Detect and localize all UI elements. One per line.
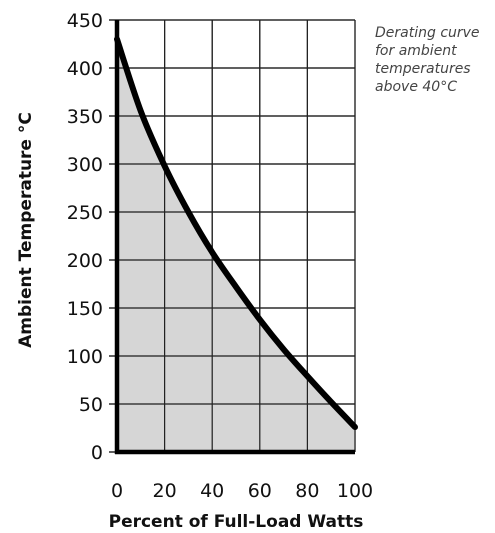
axes — [114, 20, 355, 455]
x-tick-label-0: 0 — [111, 480, 123, 502]
derating-area — [117, 39, 355, 452]
x-tick-label-80: 80 — [295, 480, 319, 502]
x-tick-label-40: 40 — [200, 480, 224, 502]
x-tick-labels: 0 20 40 60 80 100 — [111, 480, 373, 502]
annotation-line-1: Derating curve — [375, 25, 480, 41]
y-tick-label-250: 250 — [67, 202, 103, 224]
y-axis-label: Ambient Temperature °C — [16, 112, 36, 348]
y-tick-label-350: 350 — [67, 106, 103, 128]
x-tick-label-20: 20 — [153, 480, 177, 502]
x-tick-label-60: 60 — [248, 480, 272, 502]
annotation-line-2: for ambient — [375, 43, 457, 59]
derating-curve — [114, 36, 358, 431]
y-tick-label-200: 200 — [67, 250, 103, 272]
x-axis-label: Percent of Full-Load Watts — [109, 512, 364, 532]
y-tick-label-450: 450 — [67, 10, 103, 32]
annotation-line-3: temperatures — [375, 61, 471, 77]
y-tick-label-150: 150 — [67, 298, 103, 320]
y-tick-label-100: 100 — [67, 346, 103, 368]
annotation-line-4: above 40°C — [375, 79, 457, 95]
y-tick-label-400: 400 — [67, 58, 103, 80]
y-tick-label-300: 300 — [67, 154, 103, 176]
y-tick-label-50: 50 — [79, 394, 103, 416]
y-tick-label-0: 0 — [91, 442, 103, 464]
x-tick-label-100: 100 — [337, 480, 373, 502]
y-tick-labels: 450 400 350 300 250 200 150 100 50 0 — [67, 10, 103, 464]
